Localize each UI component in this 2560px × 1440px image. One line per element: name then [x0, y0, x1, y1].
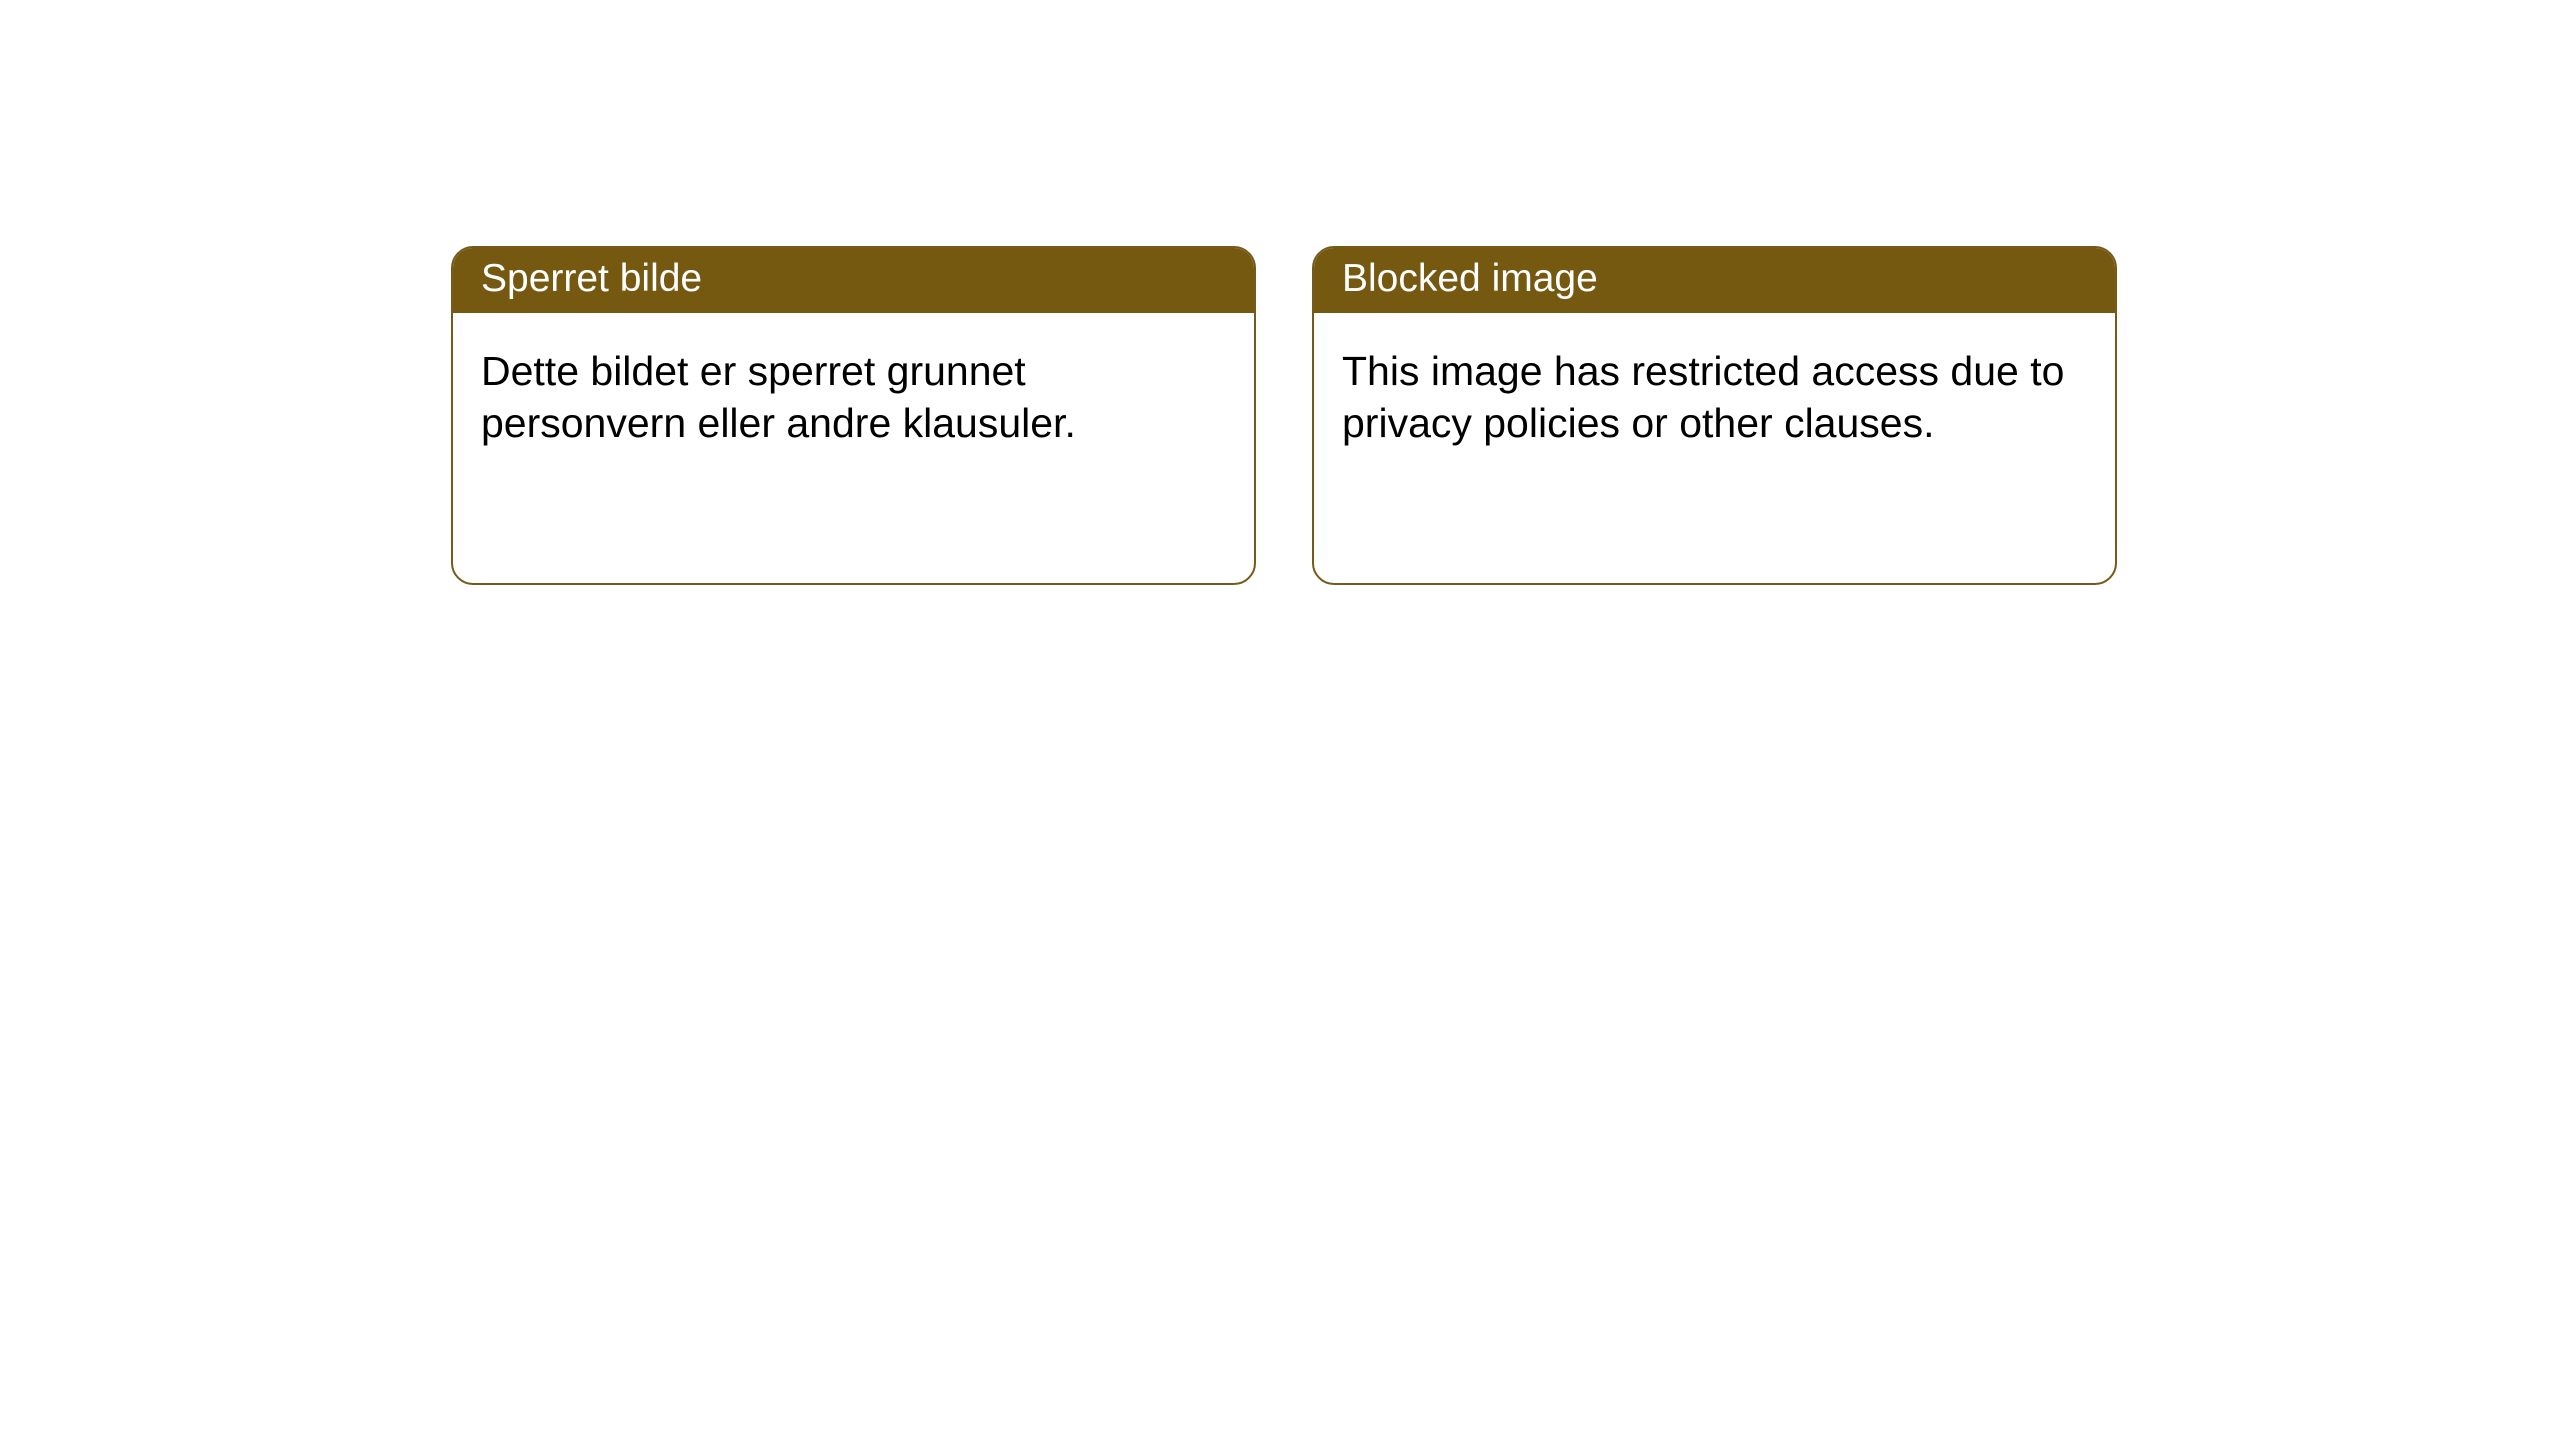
notice-body: Dette bildet er sperret grunnet personve… [453, 313, 1254, 482]
notice-card-norwegian: Sperret bilde Dette bildet er sperret gr… [451, 246, 1256, 585]
notice-header: Blocked image [1314, 248, 2115, 313]
notice-container: Sperret bilde Dette bildet er sperret gr… [0, 0, 2560, 585]
notice-header: Sperret bilde [453, 248, 1254, 313]
notice-body: This image has restricted access due to … [1314, 313, 2115, 482]
notice-card-english: Blocked image This image has restricted … [1312, 246, 2117, 585]
